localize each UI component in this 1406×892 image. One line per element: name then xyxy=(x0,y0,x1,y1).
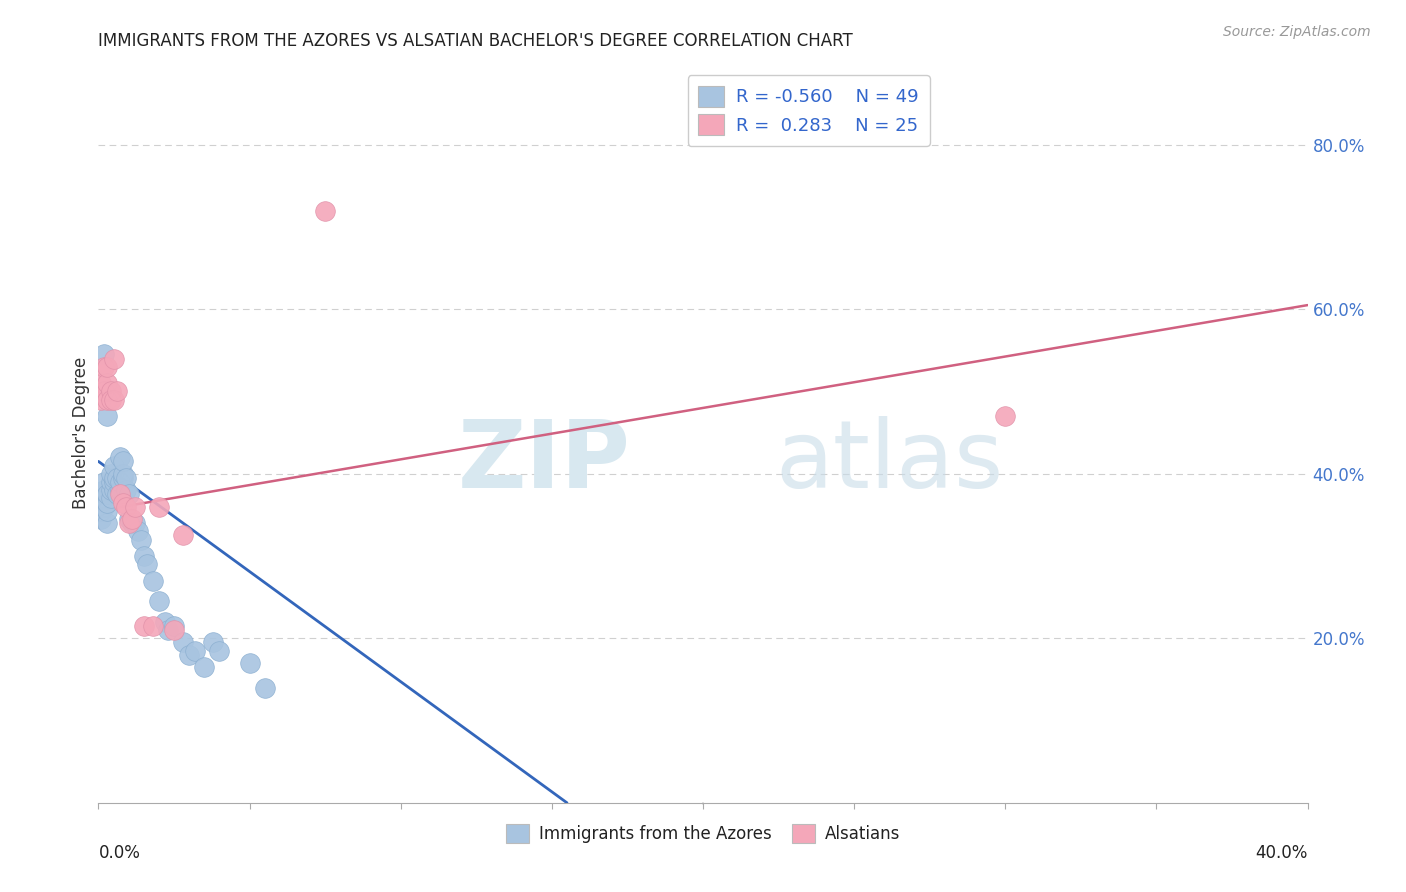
Point xyxy=(124,516,146,530)
Point xyxy=(100,392,122,407)
Point xyxy=(108,450,131,465)
Point xyxy=(103,475,125,489)
Point xyxy=(118,512,141,526)
Point xyxy=(93,475,115,489)
Y-axis label: Bachelor's Degree: Bachelor's Degree xyxy=(72,357,90,508)
Text: IMMIGRANTS FROM THE AZORES VS ALSATIAN BACHELOR'S DEGREE CORRELATION CHART: IMMIGRANTS FROM THE AZORES VS ALSATIAN B… xyxy=(98,32,853,50)
Point xyxy=(142,574,165,588)
Point xyxy=(239,656,262,670)
Point xyxy=(156,623,179,637)
Point xyxy=(153,615,176,629)
Point xyxy=(93,500,115,514)
Text: Source: ZipAtlas.com: Source: ZipAtlas.com xyxy=(1223,25,1371,39)
Point xyxy=(114,471,136,485)
Point xyxy=(96,392,118,407)
Point xyxy=(132,549,155,563)
Point xyxy=(314,203,336,218)
Point xyxy=(96,376,118,391)
Point xyxy=(100,384,122,399)
Point xyxy=(118,516,141,530)
Point xyxy=(148,500,170,514)
Point xyxy=(179,648,201,662)
Point xyxy=(142,619,165,633)
Point xyxy=(108,475,131,489)
Point xyxy=(111,467,134,481)
Point xyxy=(193,660,215,674)
Point xyxy=(994,409,1017,424)
Point xyxy=(118,487,141,501)
Point xyxy=(103,458,125,473)
Point xyxy=(114,500,136,514)
Text: 0.0%: 0.0% xyxy=(98,844,141,863)
Legend: Immigrants from the Azores, Alsatians: Immigrants from the Azores, Alsatians xyxy=(499,817,907,850)
Point xyxy=(96,504,118,518)
Point xyxy=(111,471,134,485)
Point xyxy=(148,594,170,608)
Point xyxy=(111,495,134,509)
Point xyxy=(100,475,122,489)
Point xyxy=(96,516,118,530)
Point xyxy=(253,681,276,695)
Point xyxy=(121,516,143,530)
Point xyxy=(96,359,118,374)
Point xyxy=(100,491,122,506)
Point xyxy=(105,384,128,399)
Point xyxy=(114,483,136,498)
Point xyxy=(93,491,115,506)
Point xyxy=(172,635,194,649)
Point xyxy=(121,512,143,526)
Point xyxy=(163,623,186,637)
Point xyxy=(96,409,118,424)
Text: 40.0%: 40.0% xyxy=(1256,844,1308,863)
Point xyxy=(135,558,157,572)
Point xyxy=(103,471,125,485)
Point xyxy=(93,347,115,361)
Point xyxy=(208,643,231,657)
Point xyxy=(132,619,155,633)
Point xyxy=(103,483,125,498)
Text: atlas: atlas xyxy=(776,417,1004,508)
Point xyxy=(90,376,112,391)
Text: ZIP: ZIP xyxy=(457,417,630,508)
Point xyxy=(108,487,131,501)
Point xyxy=(90,392,112,407)
Point xyxy=(90,512,112,526)
Point xyxy=(124,500,146,514)
Point xyxy=(96,495,118,509)
Point xyxy=(184,643,207,657)
Point xyxy=(100,467,122,481)
Point xyxy=(93,384,115,399)
Point xyxy=(163,619,186,633)
Point xyxy=(129,533,152,547)
Point xyxy=(202,635,225,649)
Point xyxy=(172,528,194,542)
Point xyxy=(103,351,125,366)
Point xyxy=(96,487,118,501)
Point xyxy=(93,483,115,498)
Point xyxy=(93,359,115,374)
Point xyxy=(90,504,112,518)
Point xyxy=(105,471,128,485)
Point xyxy=(108,483,131,498)
Point xyxy=(105,487,128,501)
Point xyxy=(100,483,122,498)
Point xyxy=(103,392,125,407)
Point xyxy=(127,524,149,539)
Point xyxy=(111,454,134,468)
